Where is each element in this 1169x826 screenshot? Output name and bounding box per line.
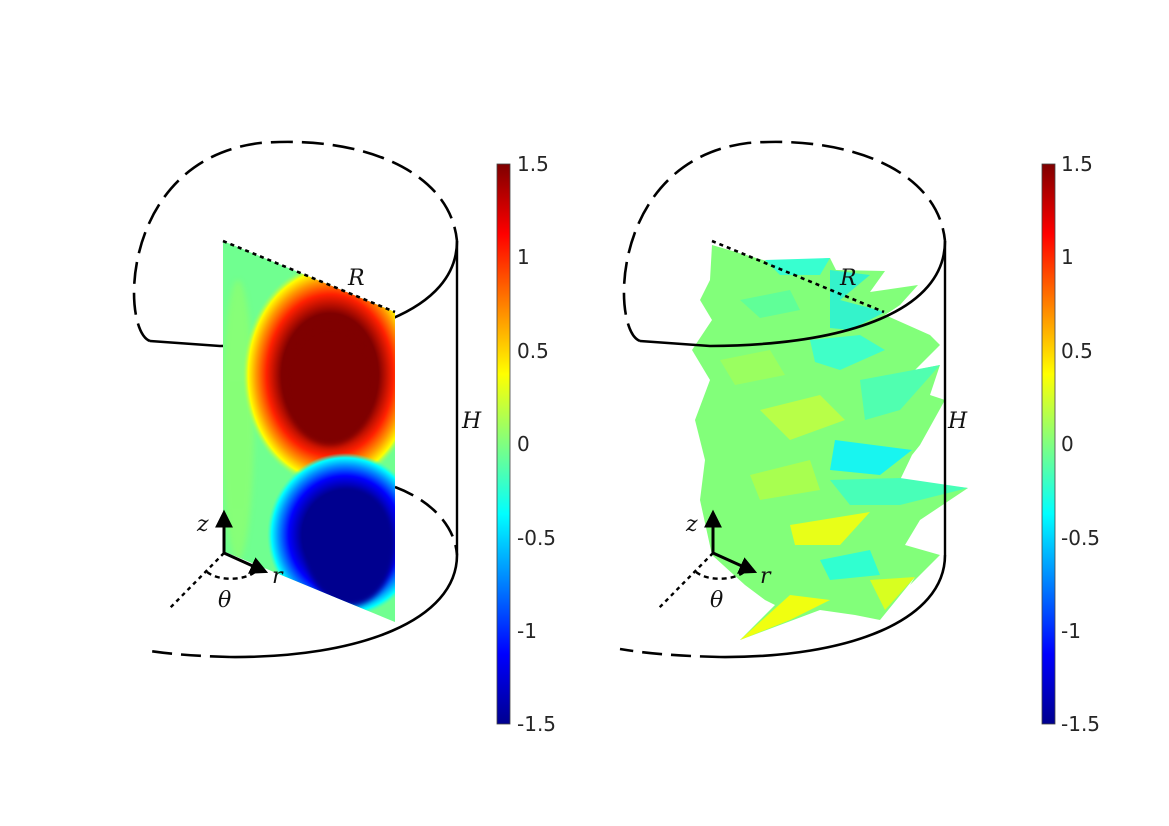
cylinder-bottom-left bbox=[619, 647, 721, 659]
theta-arc bbox=[206, 570, 256, 580]
colorbar-right bbox=[1041, 163, 1056, 725]
cylinder-bottom-front bbox=[719, 554, 947, 659]
r-label: r bbox=[760, 564, 772, 589]
cylinder-bottom-back bbox=[394, 485, 459, 556]
cylinder-top-front bbox=[639, 240, 947, 348]
colorbar-tick: 1 bbox=[517, 245, 530, 269]
theta-label: θ bbox=[218, 588, 231, 613]
theta-arc bbox=[695, 570, 745, 580]
theta-label: θ bbox=[710, 588, 723, 613]
radius-line bbox=[711, 239, 885, 314]
radius-label: R bbox=[839, 266, 857, 291]
cylinder-bottom-left bbox=[149, 649, 231, 659]
right-panel: R H z r θ 1.5 1 0.5 0 -0.5 -1 -1.5 bbox=[619, 140, 1100, 736]
colorbar-tick: 1.5 bbox=[517, 152, 549, 176]
cylinder-top-back bbox=[622, 140, 947, 343]
colorbar-tick: -1.5 bbox=[517, 712, 556, 736]
colorbar-tick: -1 bbox=[1061, 619, 1081, 643]
colorbar-tick: 0.5 bbox=[517, 339, 549, 363]
cylinder-bottom-front bbox=[229, 554, 459, 659]
radius-label: R bbox=[347, 266, 365, 291]
turbulent-surface bbox=[692, 245, 968, 640]
colorbar-left bbox=[496, 163, 511, 725]
colorbar-right-ticks: 1.5 1 0.5 0 -0.5 -1 -1.5 bbox=[1061, 152, 1100, 736]
colorbar-tick: 1 bbox=[1061, 245, 1074, 269]
height-label: H bbox=[461, 409, 482, 434]
contour-slice bbox=[223, 241, 395, 622]
r-axis-arrow bbox=[712, 551, 758, 574]
colorbar-tick: -0.5 bbox=[1061, 526, 1100, 550]
r-label: r bbox=[272, 564, 284, 589]
theta-ref-line bbox=[656, 552, 714, 611]
radius-line bbox=[222, 239, 396, 314]
height-label: H bbox=[947, 409, 968, 434]
cylinder-top-back bbox=[132, 140, 459, 343]
colorbar-left-ticks: 1.5 1 0.5 0 -0.5 -1 -1.5 bbox=[517, 152, 556, 736]
r-axis-arrow bbox=[223, 551, 269, 574]
colorbar-tick: -1.5 bbox=[1061, 712, 1100, 736]
theta-ref-line bbox=[167, 552, 225, 611]
colorbar-tick: 0 bbox=[1061, 432, 1074, 456]
colorbar-tick: 1.5 bbox=[1061, 152, 1093, 176]
z-label: z bbox=[196, 512, 209, 537]
z-label: z bbox=[685, 512, 698, 537]
colorbar-tick: 0.5 bbox=[1061, 339, 1093, 363]
colorbar-tick: -1 bbox=[517, 619, 537, 643]
colorbar-tick: 0 bbox=[517, 432, 530, 456]
left-panel: R H z r θ 1.5 1 0.5 0 -0.5 -1 -1.5 bbox=[132, 140, 556, 736]
colorbar-tick: -0.5 bbox=[517, 526, 556, 550]
